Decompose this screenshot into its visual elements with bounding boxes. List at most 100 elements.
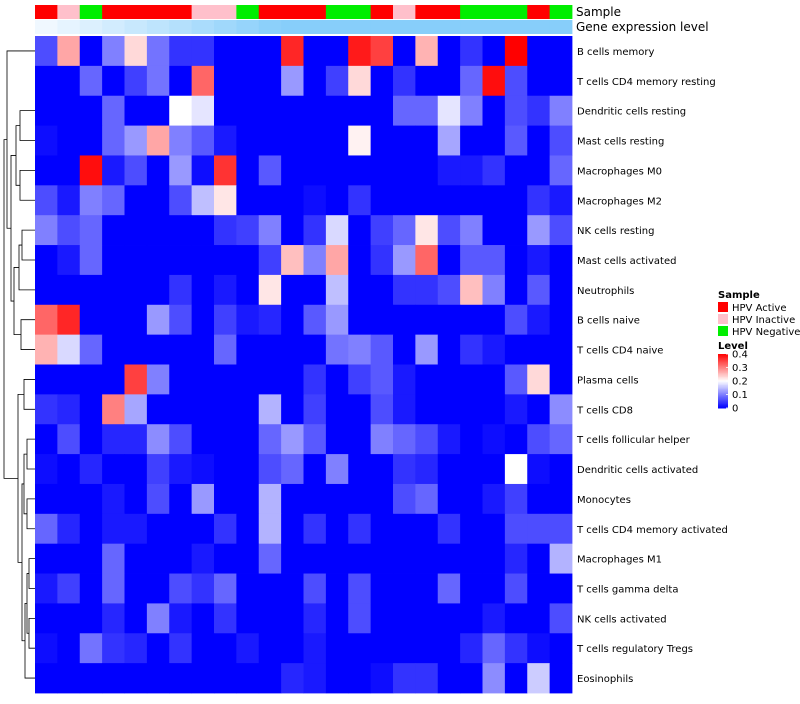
heatmap-cell — [57, 95, 81, 126]
heatmap-cell — [303, 663, 327, 694]
heatmap-cell — [191, 155, 215, 186]
dendrogram-link — [28, 558, 35, 589]
heatmap-cell — [214, 573, 237, 604]
heatmap-cell — [393, 454, 416, 485]
heatmap-cell — [325, 215, 349, 246]
sample-legend-swatch — [718, 326, 728, 336]
heatmap-cell — [527, 185, 551, 216]
heatmap-cell — [79, 155, 103, 186]
sample-annotation-cell — [146, 5, 170, 19]
dendrogram-link — [23, 379, 35, 410]
heatmap-cell — [460, 394, 483, 425]
heatmap-cell — [303, 424, 327, 455]
heatmap-cell — [348, 125, 372, 156]
heatmap-cell — [549, 633, 573, 664]
heatmap-cell — [325, 513, 349, 545]
heatmap-cell — [79, 663, 103, 694]
heatmap-cell — [79, 274, 103, 306]
heatmap-cell — [191, 603, 215, 634]
row-label: Mast cells activated — [577, 256, 676, 267]
heatmap-cell — [437, 65, 461, 97]
heatmap-cell — [258, 65, 282, 97]
heatmap-cell — [236, 454, 260, 485]
heatmap-cell — [57, 65, 81, 97]
heatmap-cell — [102, 215, 125, 246]
heatmap-cell — [102, 424, 125, 455]
heatmap-cell — [236, 215, 260, 246]
heatmap-cell — [102, 394, 125, 425]
heatmap-cell — [437, 185, 461, 216]
gene-expression-annotation-cell — [437, 20, 461, 34]
level-legend-gradient — [718, 378, 728, 381]
heatmap-cell — [460, 304, 483, 336]
heatmap-cell — [504, 334, 528, 365]
heatmap-cell — [236, 573, 260, 604]
heatmap-cell — [214, 125, 237, 156]
heatmap-cell — [415, 543, 439, 574]
heatmap-cell — [437, 394, 461, 425]
heatmap-cell — [146, 95, 170, 126]
heatmap-cell — [325, 36, 349, 67]
heatmap-cell — [214, 364, 237, 395]
heatmap-cell — [303, 603, 327, 634]
heatmap-cell — [303, 543, 327, 574]
heatmap-cell — [504, 663, 528, 694]
level-legend-gradient — [718, 354, 728, 356]
heatmap-cell — [236, 513, 260, 545]
level-legend-gradient — [718, 387, 728, 390]
heatmap-cell — [57, 185, 81, 216]
heatmap-cell — [124, 334, 148, 365]
heatmap-cell — [258, 215, 282, 246]
heatmap-cell — [35, 334, 58, 365]
gene-expression-annotation-cell — [504, 20, 528, 34]
heatmap-cell — [393, 95, 416, 126]
sample-annotation-cell — [348, 5, 372, 19]
level-legend-gradient — [718, 356, 728, 359]
gene-expression-annotation-cell — [146, 20, 170, 34]
heatmap-cell — [527, 543, 551, 574]
heatmap-cell — [191, 483, 215, 515]
heatmap-cell — [281, 364, 304, 395]
heatmap-cell — [460, 424, 483, 455]
heatmap-cell — [102, 573, 125, 604]
heatmap-cell — [482, 304, 506, 336]
heatmap-cell — [258, 274, 282, 306]
heatmap-cell — [236, 424, 260, 455]
heatmap-cell — [437, 573, 461, 604]
heatmap-cell — [146, 334, 170, 365]
sample-annotation-cell — [504, 5, 528, 19]
row-label: NK cells activated — [577, 614, 667, 625]
heatmap-cell — [57, 394, 81, 425]
heatmap-cell — [460, 185, 483, 216]
heatmap-cell — [393, 36, 416, 67]
heatmap-cell — [258, 633, 282, 664]
heatmap-cell — [437, 483, 461, 515]
sample-legend-label: HPV Inactive — [732, 315, 795, 326]
level-legend-gradient — [718, 371, 728, 374]
heatmap-cell — [527, 334, 551, 365]
heatmap-cell — [549, 304, 573, 336]
heatmap-cell — [214, 245, 237, 276]
heatmap-cell — [57, 603, 81, 634]
heatmap-cell — [348, 304, 372, 336]
heatmap-cell — [348, 215, 372, 246]
heatmap-cell — [79, 394, 103, 425]
heatmap-cell — [79, 36, 103, 67]
dendrogram-link — [19, 110, 35, 141]
heatmap-cell — [504, 274, 528, 306]
heatmap-cell — [169, 304, 193, 336]
level-legend-gradient — [718, 364, 728, 367]
heatmap-cell — [527, 364, 551, 395]
heatmap-cell — [214, 424, 237, 455]
heatmap-cell — [549, 364, 573, 395]
heatmap-cell — [281, 36, 304, 67]
heatmap-cell — [236, 543, 260, 574]
heatmap-cell — [348, 483, 372, 515]
heatmap-cell — [236, 185, 260, 216]
heatmap-cell — [325, 274, 349, 306]
heatmap-cell — [370, 36, 394, 67]
heatmap-cell — [35, 543, 58, 574]
level-legend-tick-label: 0.2 — [732, 377, 748, 388]
heatmap-cell — [258, 95, 282, 126]
heatmap-cell — [35, 215, 58, 246]
